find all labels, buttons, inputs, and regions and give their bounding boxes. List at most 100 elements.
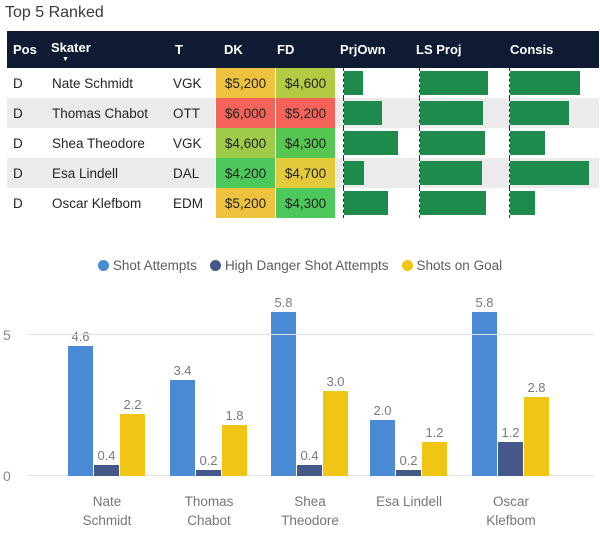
chart-bar[interactable]: [271, 312, 296, 476]
skater-cell[interactable]: Thomas Chabot: [52, 105, 149, 121]
dk-cell[interactable]: $6,000: [215, 98, 275, 128]
chart-bar[interactable]: [472, 312, 497, 476]
table-row[interactable]: D Nate Schmidt VGK $5,200 $4,600: [7, 68, 599, 98]
pos-cell[interactable]: D: [13, 75, 23, 91]
chart-bar[interactable]: [323, 391, 348, 476]
lsproj-axis: [419, 98, 501, 128]
fd-cell[interactable]: $4,300: [275, 188, 335, 218]
chart-bar[interactable]: [498, 442, 523, 476]
consis-bar[interactable]: [510, 101, 569, 125]
prjown-cell: [335, 68, 411, 98]
dk-cell[interactable]: $5,200: [215, 68, 275, 98]
legend-item[interactable]: Shots on Goal: [401, 258, 503, 273]
column-header-prjown[interactable]: PrjOwn: [340, 42, 386, 57]
consis-bar[interactable]: [510, 191, 535, 215]
legend-label: Shots on Goal: [416, 258, 503, 273]
consis-bar[interactable]: [510, 71, 581, 95]
bar-value-label: 2.2: [123, 396, 142, 412]
column-header-skater[interactable]: Skater ▼: [51, 40, 91, 63]
chart-bar[interactable]: [524, 397, 549, 476]
bar-group: 3.4 0.2 1.8: [170, 363, 249, 476]
chart-bar[interactable]: [422, 442, 447, 476]
chart-bar[interactable]: [170, 380, 195, 476]
bar-wrap: 4.6: [68, 329, 93, 476]
chart-bar[interactable]: [370, 419, 395, 476]
bar-wrap: 0.4: [94, 448, 119, 476]
prjown-bar[interactable]: [344, 101, 383, 125]
chart-bar[interactable]: [222, 425, 247, 476]
top5-ranked-table: Pos Skater ▼ T DK FD PrjOwn LS Proj Co: [7, 31, 599, 218]
chart-bar[interactable]: [196, 470, 221, 476]
plot-wrap: 4.6 0.4 2.2 3.4 0.2 1.8 5.8 0.4 3.0 2.0 0.2 1.2 5.8 1…: [0, 297, 600, 484]
fd-cell[interactable]: $4,300: [275, 128, 335, 158]
column-header-pos[interactable]: Pos: [13, 42, 37, 57]
table-row[interactable]: D Thomas Chabot OTT $6,000 $5,200: [7, 98, 599, 128]
column-header-fd[interactable]: FD: [277, 42, 295, 57]
consis-axis: [509, 128, 599, 158]
bar-group: 4.6 0.4 2.2: [68, 329, 147, 476]
dk-cell[interactable]: $4,200: [215, 158, 275, 188]
lsproj-cell: [411, 128, 501, 158]
pos-cell[interactable]: D: [13, 195, 23, 211]
lsproj-axis: [419, 158, 501, 188]
lsproj-bar[interactable]: [420, 71, 489, 95]
dk-cell[interactable]: $5,200: [215, 188, 275, 218]
consis-cell: [501, 188, 599, 218]
legend-item[interactable]: High Danger Shot Attempts: [209, 258, 389, 273]
table-row[interactable]: D Shea Theodore VGK $4,600 $4,300: [7, 128, 599, 158]
bar-value-label: 1.8: [225, 408, 244, 424]
lsproj-bar[interactable]: [420, 131, 485, 155]
pos-cell[interactable]: D: [13, 135, 23, 151]
column-header-lsproj[interactable]: LS Proj: [416, 42, 462, 57]
skater-cell[interactable]: Esa Lindell: [52, 165, 119, 181]
bar-value-label: 1.2: [425, 425, 444, 441]
bar-value-label: 2.0: [373, 402, 392, 418]
chart-bar[interactable]: [68, 346, 93, 476]
bar-wrap: 5.8: [271, 297, 296, 476]
chart-bar[interactable]: [120, 413, 145, 476]
consis-cell: [501, 98, 599, 128]
column-header-team[interactable]: T: [175, 42, 183, 57]
lsproj-bar[interactable]: [420, 161, 482, 185]
team-cell[interactable]: VGK: [173, 135, 202, 151]
team-cell[interactable]: DAL: [173, 165, 200, 181]
bar-wrap: 3.0: [323, 374, 348, 476]
x-axis-category-label: Thomas Chabot: [184, 494, 234, 528]
pos-cell[interactable]: D: [13, 165, 23, 181]
fd-cell[interactable]: $4,700: [275, 158, 335, 188]
prjown-axis: [343, 188, 411, 218]
fd-cell[interactable]: $5,200: [275, 98, 335, 128]
dk-cell[interactable]: $4,600: [215, 128, 275, 158]
x-axis-labels: Nate Schmidt Thomas Chabot Shea Theodore Esa L…: [0, 492, 600, 536]
prjown-bar[interactable]: [344, 161, 365, 185]
skater-cell[interactable]: Oscar Klefbom: [52, 195, 142, 211]
table-row[interactable]: D Esa Lindell DAL $4,200 $4,700: [7, 158, 599, 188]
chart-bar[interactable]: [297, 464, 322, 476]
chart-bar[interactable]: [94, 464, 119, 476]
column-header-dk[interactable]: DK: [224, 42, 243, 57]
skater-cell[interactable]: Nate Schmidt: [52, 75, 134, 91]
team-cell[interactable]: EDM: [173, 195, 203, 211]
prjown-bar[interactable]: [344, 191, 389, 215]
team-cell[interactable]: OTT: [173, 105, 200, 121]
consis-bar[interactable]: [510, 161, 590, 185]
consis-bar[interactable]: [510, 131, 545, 155]
table-rows: D Nate Schmidt VGK $5,200 $4,600 D: [7, 68, 599, 218]
prjown-bar[interactable]: [344, 71, 363, 95]
lsproj-cell: [411, 158, 501, 188]
x-axis-category-label: Shea Theodore: [281, 494, 339, 528]
chart-bar[interactable]: [396, 470, 421, 476]
pos-cell[interactable]: D: [13, 105, 23, 121]
prjown-bar[interactable]: [344, 131, 399, 155]
table-row[interactable]: D Oscar Klefbom EDM $5,200 $4,300: [7, 188, 599, 218]
consis-cell: [501, 128, 599, 158]
column-header-consis[interactable]: Consis: [510, 42, 554, 57]
skater-cell[interactable]: Shea Theodore: [52, 135, 145, 151]
legend-item[interactable]: Shot Attempts: [97, 258, 197, 273]
bar-group: 2.0 0.2 1.2: [370, 403, 449, 476]
team-cell[interactable]: VGK: [173, 75, 202, 91]
fd-cell[interactable]: $4,600: [275, 68, 335, 98]
lsproj-bar[interactable]: [420, 191, 487, 215]
lsproj-bar[interactable]: [420, 101, 484, 125]
consis-axis: [509, 158, 599, 188]
